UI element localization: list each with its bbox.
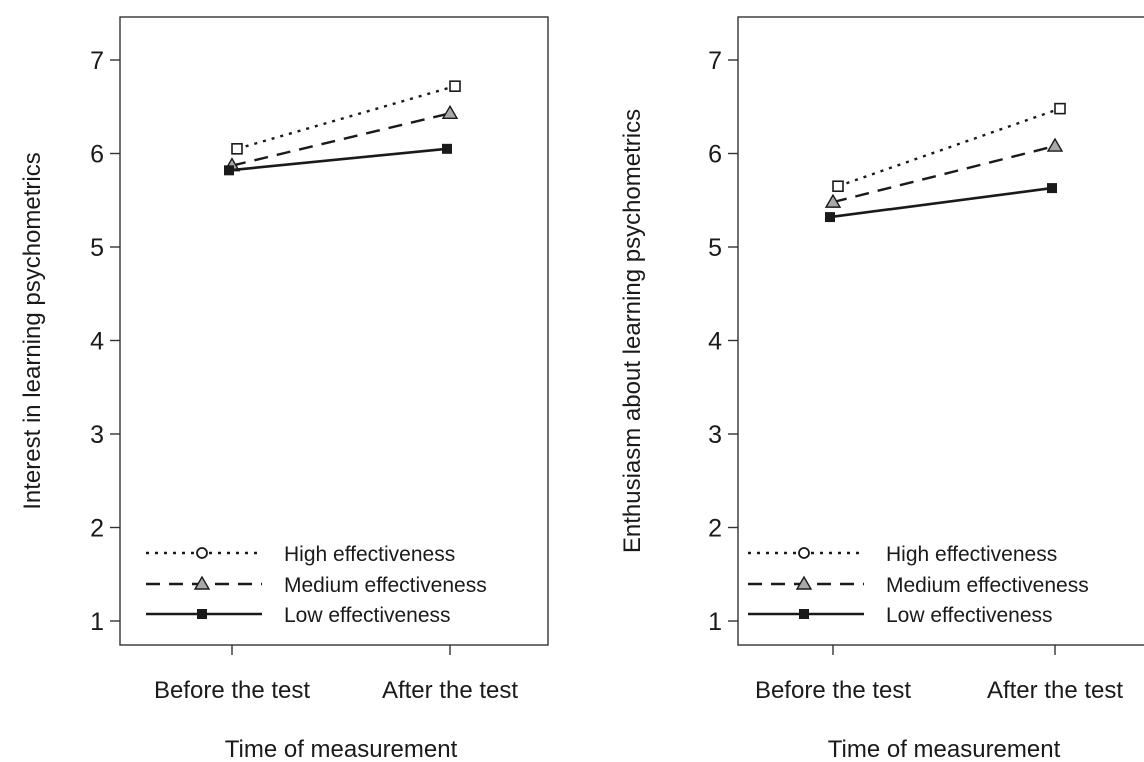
- y-tick-label: 7: [90, 47, 104, 75]
- legend-marker: [799, 609, 809, 619]
- data-point: [449, 80, 461, 92]
- legend-label: High effectiveness: [886, 543, 1057, 566]
- y-axis-title: Interest in learning psychometrics: [19, 152, 46, 510]
- y-axis-title: Enthusiasm about learning psychometrics: [619, 109, 646, 553]
- y-tick-label: 7: [708, 47, 722, 75]
- legend-label: High effectiveness: [284, 543, 455, 566]
- series-2: [223, 104, 459, 172]
- legend: High effectiveness Medium effectiveness Lo…: [748, 543, 1089, 627]
- data-point: [1046, 137, 1064, 152]
- series-line: [228, 147, 448, 172]
- y-tick-label: 3: [90, 421, 104, 449]
- x-tick-label: Before the test: [154, 677, 310, 704]
- legend-marker: [795, 575, 813, 590]
- data-point: [224, 165, 234, 176]
- series-1: [832, 102, 1066, 193]
- chart-panel-2: 1 2 3 4 5 6 7 Before the test After the test Time…: [619, 16, 1144, 762]
- series-line: [829, 186, 1053, 219]
- y-tick-label: 6: [708, 141, 722, 169]
- y-tick-label: 3: [708, 421, 722, 449]
- y-tick-label: 1: [90, 608, 104, 636]
- data-point: [832, 180, 844, 193]
- series-line: [231, 112, 451, 167]
- data-point: [1054, 102, 1066, 115]
- series-line: [837, 107, 1061, 188]
- series-line: [236, 85, 456, 150]
- legend-marker: [798, 547, 810, 559]
- y-tick-label: 4: [90, 328, 104, 356]
- chart-panel-1: 1 2 3 4 5 6 7 Before the test After the test Time…: [19, 16, 549, 762]
- plot-frame: [737, 16, 1144, 646]
- legend-label: Low effectiveness: [886, 604, 1053, 627]
- y-tick-label: 4: [708, 328, 722, 356]
- y-tick-label: 5: [708, 234, 722, 262]
- data-point: [825, 212, 835, 223]
- x-axis-title: Time of measurement: [225, 736, 458, 762]
- x-axis-title: Time of measurement: [828, 736, 1061, 762]
- plot-frame: [119, 16, 549, 646]
- series-2: [824, 137, 1064, 208]
- y-tick-label: 5: [90, 234, 104, 262]
- series-3: [825, 183, 1057, 223]
- y-tick-label: 1: [708, 608, 722, 636]
- y-tick-label: 2: [90, 515, 104, 543]
- x-tick-label: After the test: [987, 677, 1123, 704]
- x-tick-label: Before the test: [755, 677, 911, 704]
- legend-label: Medium effectiveness: [284, 574, 487, 597]
- data-point: [442, 143, 452, 154]
- data-point: [441, 104, 459, 119]
- series-line: [832, 144, 1056, 204]
- y-tick-label: 2: [708, 515, 722, 543]
- legend-marker: [196, 547, 208, 559]
- legend-label: Low effectiveness: [284, 604, 451, 627]
- data-point: [231, 143, 243, 155]
- legend-marker: [193, 575, 211, 590]
- x-tick-label: After the test: [382, 677, 518, 704]
- legend: High effectiveness Medium effectiveness Lo…: [146, 543, 487, 627]
- series-1: [231, 80, 461, 155]
- legend-marker: [197, 609, 207, 619]
- data-point: [1047, 183, 1057, 194]
- series-3: [224, 143, 452, 176]
- data-point: [824, 193, 842, 208]
- y-tick-label: 6: [90, 141, 104, 169]
- legend-label: Medium effectiveness: [886, 574, 1089, 597]
